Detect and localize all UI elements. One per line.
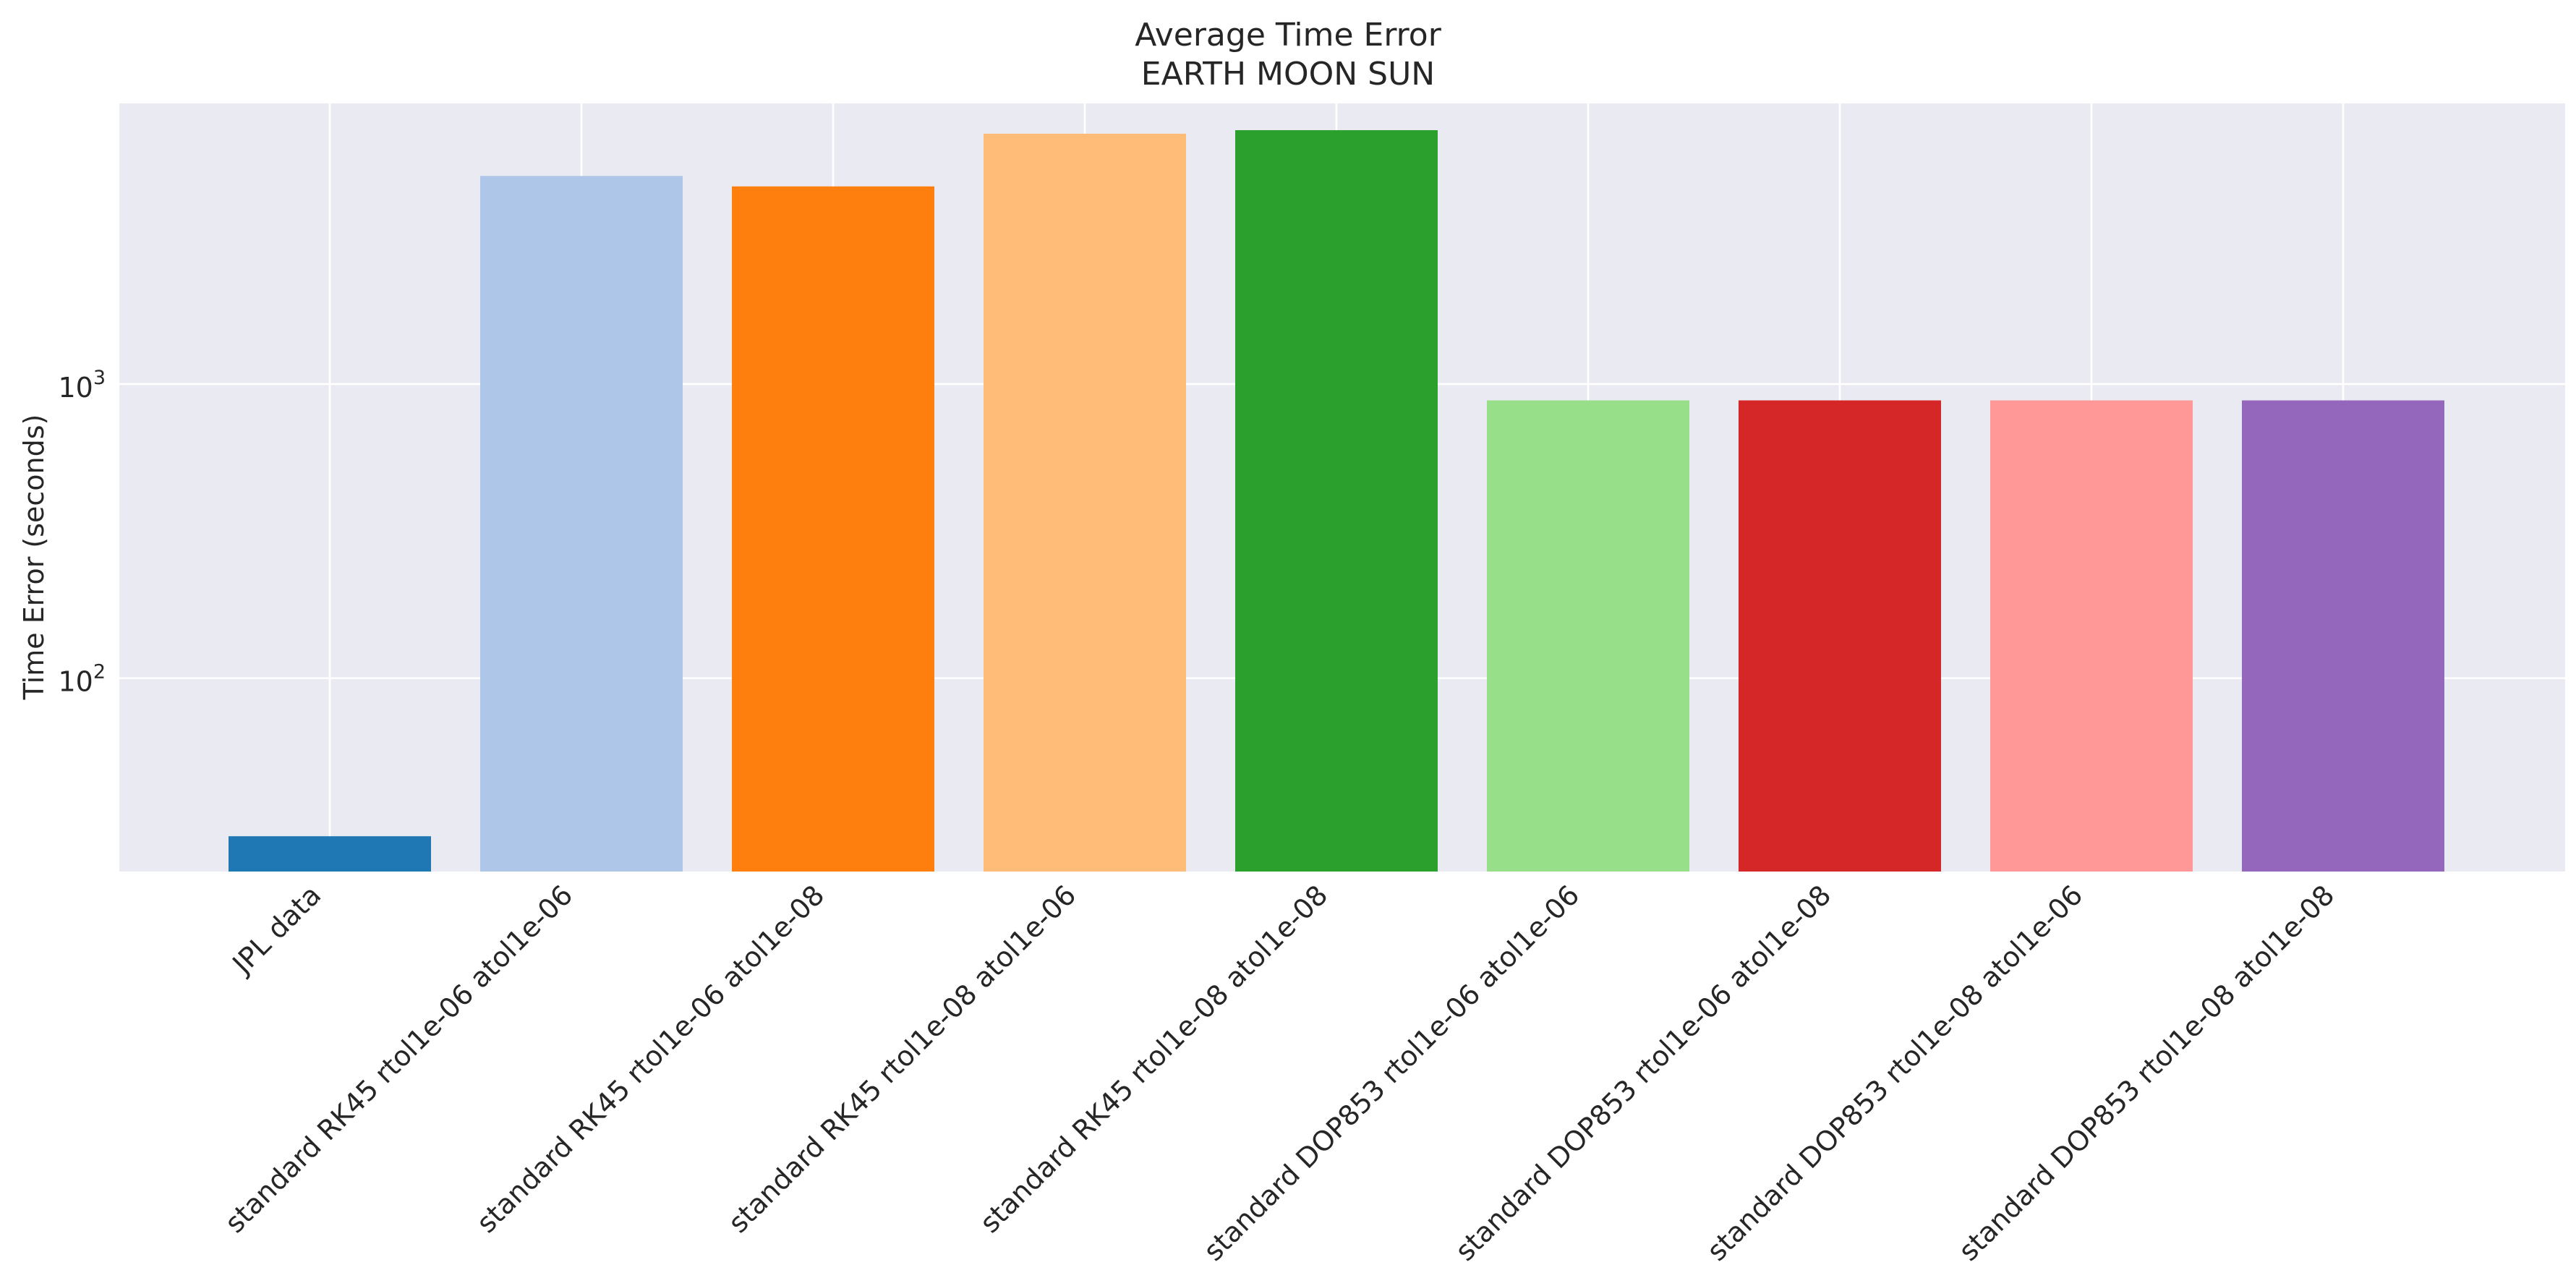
- bar: [480, 176, 683, 872]
- y-axis-label: Time Error (seconds): [18, 414, 50, 701]
- bar: [984, 133, 1186, 872]
- bar: [732, 186, 934, 872]
- bar: [1487, 400, 1689, 872]
- bar: [1739, 400, 1941, 872]
- bar: [1990, 400, 2193, 872]
- chart-subtitle: EARTH MOON SUN: [1141, 56, 1435, 93]
- chart-title: Average Time Error: [1135, 17, 1441, 54]
- bar: [229, 836, 431, 872]
- y-tick-label: 102: [58, 661, 106, 698]
- y-tick-labels: 102 103: [58, 367, 106, 698]
- bars: [229, 129, 2444, 872]
- x-tick-label: JPL data: [226, 879, 328, 981]
- bar: [2242, 400, 2444, 872]
- bar: [1235, 129, 1438, 872]
- y-tick-label: 103: [58, 367, 106, 404]
